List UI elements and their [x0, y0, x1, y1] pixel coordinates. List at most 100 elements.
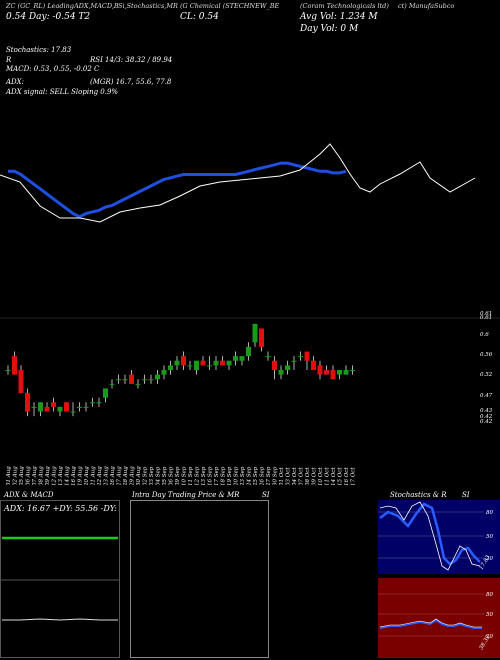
date-tick-label: 12 Aug	[52, 466, 58, 485]
candle-body	[70, 411, 76, 413]
date-tick-label: 07 Oct	[299, 467, 305, 485]
candle-body	[207, 365, 212, 367]
date-tick-label: 15 Oct	[338, 467, 344, 485]
candle-body	[350, 370, 355, 371]
candle-body	[90, 402, 95, 404]
header-title-part-1: ZC (GC_RL) LeadingADX,MACD,B	[6, 2, 119, 10]
candle-body	[38, 402, 43, 412]
candle-body	[252, 323, 258, 343]
date-tick-label: 06 Sep	[169, 466, 175, 485]
price-axis-label: 0.52	[480, 372, 493, 378]
date-tick-label: 06 Aug	[26, 466, 32, 485]
candle-body	[116, 379, 121, 381]
date-tick-label: 01 Oct	[279, 467, 285, 485]
candle-body	[5, 370, 11, 371]
header-title-part-5: ct) ManufaSubco	[398, 2, 455, 10]
signal-line	[0, 143, 476, 223]
date-tick-label: 02 Sep	[143, 466, 149, 485]
date-tick-label: 22 Aug	[97, 466, 103, 485]
candle-body	[337, 370, 342, 375]
candle-body	[77, 406, 82, 408]
candle-body	[233, 356, 238, 361]
rsi-line	[379, 618, 482, 629]
date-tick-label: 17 Oct	[351, 467, 357, 485]
price-axis-label: 0.42	[480, 414, 493, 420]
candle-body	[246, 346, 251, 357]
adx-panel-title: ADX & MACD	[4, 491, 54, 499]
rsi-axis-label: 50	[486, 612, 493, 618]
date-tick-label: 02 Aug	[13, 466, 19, 485]
date-tick-label: 14 Oct	[331, 467, 337, 485]
candle-body	[142, 379, 147, 381]
candle-body	[330, 370, 336, 380]
date-tick-label: 05 Aug	[19, 466, 25, 485]
date-tick-label: 10 Sep	[182, 466, 188, 485]
candle-body	[213, 360, 219, 366]
candle-body	[181, 356, 186, 366]
date-tick-label: 24 Sep	[247, 466, 253, 485]
candle-body	[168, 365, 173, 370]
date-tick-label: 27 Aug	[117, 466, 123, 485]
date-tick-label: 08 Aug	[39, 466, 45, 485]
candle-body	[317, 365, 323, 375]
rsi-readout: RSI 14/3: 38.32 / 89.94	[90, 56, 173, 64]
candle-body	[311, 360, 316, 370]
stoch-d-line	[379, 501, 481, 571]
candle-body	[343, 370, 349, 375]
rsi-prefix: R	[6, 56, 12, 64]
macd-line	[2, 618, 118, 621]
rsi-axis-label: 80	[486, 592, 493, 598]
stoch-axis-label: 20	[485, 556, 493, 562]
price-axis-label: 0.43	[480, 408, 493, 414]
candle-body	[122, 379, 128, 381]
candle-body	[265, 356, 271, 358]
candle-body	[174, 360, 180, 366]
candle-body	[96, 402, 102, 404]
date-tick-label: 21 Aug	[91, 466, 97, 485]
date-tick-label: 08 Oct	[305, 467, 311, 485]
price-axis-label: 0.47	[480, 393, 493, 399]
candle-body	[239, 356, 245, 361]
candle-body	[194, 360, 199, 370]
date-tick-label: 26 Aug	[110, 466, 116, 485]
candle-body	[109, 383, 115, 385]
candle-body	[161, 370, 167, 375]
date-tick-label: 19 Aug	[78, 466, 84, 485]
intraday-panel-suffix: SI	[262, 491, 270, 499]
adx-macd-panel: ADX: 16.67 +DY: 55.56 -DY: 77.78	[0, 500, 120, 658]
candle-body	[220, 360, 225, 366]
header-title-part-4: (Coram Technologicals ltd)	[300, 2, 389, 10]
stoch-panel-suffix: SI	[462, 491, 470, 499]
date-tick-label: 11 Sep	[188, 466, 194, 485]
date-tick-label: 23 Sep	[240, 466, 246, 485]
date-tick-label: 17 Sep	[214, 466, 220, 485]
day-volume: Day Vol: 0 M	[300, 24, 359, 34]
date-tick-label: 04 Oct	[292, 467, 298, 485]
header-title-part-2: Si,Stochastics,MR	[118, 2, 178, 10]
stoch-panel-title: Stochastics & R	[390, 491, 447, 499]
candle-body	[155, 374, 160, 380]
candle-body	[259, 328, 264, 347]
candle-body	[12, 356, 17, 375]
price-line: 0.54 Day: -0.54 T2	[6, 12, 91, 22]
header-title-part-3: (G Chemical (STECHNEW_BE	[180, 2, 280, 10]
date-tick-label: 30 Sep	[273, 466, 279, 485]
candle-body	[187, 365, 193, 367]
date-tick-label: 16 Oct	[344, 467, 350, 485]
adx-values: (MGR) 16.7, 55.6, 77.8	[90, 78, 172, 86]
date-tick-label: 20 Sep	[234, 466, 240, 485]
date-tick-label: 30 Aug	[136, 466, 142, 485]
date-tick-label: 14 Aug	[65, 466, 71, 485]
price-axis-label: 0.56	[480, 352, 493, 358]
candle-body	[64, 402, 69, 412]
candle-body	[272, 360, 277, 370]
candle-body	[298, 356, 303, 358]
date-tick-label: 05 Sep	[162, 466, 168, 485]
adx-readout: ADX: 16.67 +DY: 55.56 -DY: 77.78	[3, 504, 120, 513]
adx-label: ADX:	[6, 78, 25, 86]
candle-body	[44, 406, 50, 412]
candle-body	[278, 370, 284, 375]
candle-body	[304, 351, 310, 361]
